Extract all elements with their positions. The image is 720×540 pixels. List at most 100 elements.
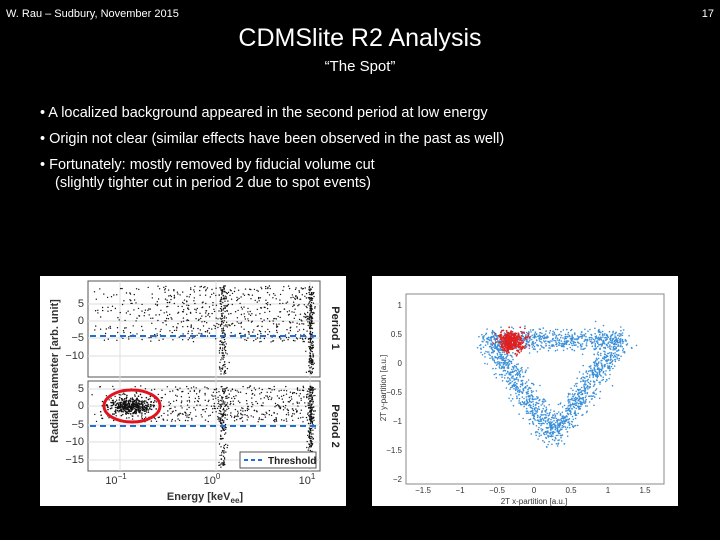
event-point bbox=[225, 298, 227, 300]
spot-events bbox=[492, 326, 531, 357]
event-point bbox=[309, 432, 311, 435]
event-point bbox=[617, 344, 620, 347]
event-point bbox=[542, 407, 544, 410]
spot-event-point bbox=[499, 334, 501, 336]
event-point bbox=[151, 297, 153, 299]
event-point bbox=[293, 317, 295, 319]
event-point bbox=[228, 361, 230, 364]
spot-event-point bbox=[123, 398, 126, 400]
event-point bbox=[308, 287, 310, 289]
event-point bbox=[130, 302, 132, 305]
event-point bbox=[262, 402, 264, 404]
event-point bbox=[573, 394, 576, 396]
event-point bbox=[534, 348, 536, 350]
event-point bbox=[578, 371, 581, 373]
event-point bbox=[160, 328, 162, 331]
event-point bbox=[259, 313, 261, 315]
event-point bbox=[525, 412, 528, 415]
event-point bbox=[582, 364, 584, 367]
event-point bbox=[260, 286, 262, 288]
event-point bbox=[546, 422, 548, 425]
event-point bbox=[233, 420, 236, 422]
event-point bbox=[203, 286, 205, 289]
event-point bbox=[110, 309, 112, 312]
event-point bbox=[219, 394, 221, 397]
event-point bbox=[130, 300, 132, 302]
event-point bbox=[134, 394, 136, 396]
event-point bbox=[196, 334, 198, 336]
spot-event-point bbox=[125, 396, 128, 399]
event-point bbox=[299, 412, 301, 414]
event-point bbox=[594, 327, 596, 330]
event-point bbox=[121, 303, 124, 306]
event-point bbox=[514, 369, 517, 372]
event-point bbox=[536, 397, 539, 400]
event-point bbox=[266, 307, 269, 310]
event-point bbox=[616, 350, 618, 352]
event-point bbox=[278, 390, 280, 392]
event-point bbox=[216, 391, 218, 394]
event-point bbox=[303, 323, 305, 325]
event-point bbox=[592, 392, 595, 394]
event-point bbox=[105, 328, 108, 330]
event-point bbox=[307, 321, 309, 323]
event-point bbox=[262, 413, 265, 416]
spot-event-point bbox=[132, 404, 135, 407]
event-point bbox=[591, 369, 593, 371]
event-point bbox=[288, 332, 290, 334]
event-point bbox=[603, 341, 605, 343]
event-point bbox=[566, 348, 568, 350]
event-point bbox=[220, 318, 222, 320]
event-point bbox=[221, 347, 224, 349]
event-point bbox=[164, 288, 167, 290]
event-point bbox=[239, 401, 241, 404]
event-point bbox=[115, 399, 118, 401]
event-point bbox=[571, 404, 573, 406]
event-point bbox=[220, 341, 223, 344]
event-point bbox=[275, 325, 278, 327]
event-point bbox=[219, 367, 221, 369]
spot-event-point bbox=[150, 408, 153, 411]
event-point bbox=[550, 435, 552, 437]
event-point bbox=[540, 344, 542, 347]
event-point bbox=[622, 347, 625, 350]
spot-event-point bbox=[130, 410, 132, 412]
event-point bbox=[562, 345, 564, 348]
event-point bbox=[303, 316, 305, 318]
event-point bbox=[156, 334, 158, 337]
x-tick-label: −1.5 bbox=[415, 486, 431, 495]
event-point bbox=[309, 411, 311, 413]
event-point bbox=[133, 293, 135, 296]
event-point bbox=[557, 439, 559, 442]
event-point bbox=[223, 356, 225, 359]
event-point bbox=[302, 385, 304, 387]
event-point bbox=[586, 391, 589, 394]
event-point bbox=[532, 390, 534, 393]
event-point bbox=[539, 348, 541, 350]
event-point bbox=[504, 360, 506, 362]
event-point bbox=[226, 446, 228, 449]
event-point bbox=[580, 377, 582, 380]
event-point bbox=[99, 288, 101, 290]
event-point bbox=[309, 305, 312, 308]
event-point bbox=[292, 413, 294, 415]
event-point bbox=[535, 434, 537, 437]
event-point bbox=[211, 312, 213, 315]
event-point bbox=[95, 298, 97, 300]
event-point bbox=[500, 362, 503, 364]
event-point bbox=[543, 422, 545, 425]
event-point bbox=[519, 383, 522, 386]
event-point bbox=[197, 395, 200, 398]
event-point bbox=[499, 361, 501, 364]
event-point bbox=[571, 393, 574, 395]
event-point bbox=[539, 422, 541, 425]
event-point bbox=[525, 410, 528, 412]
event-point bbox=[218, 323, 220, 326]
event-point bbox=[258, 330, 261, 332]
event-point bbox=[212, 398, 214, 400]
event-point bbox=[314, 388, 316, 390]
event-point bbox=[209, 316, 211, 318]
spot-event-point bbox=[519, 339, 522, 341]
event-point bbox=[167, 414, 169, 416]
event-point bbox=[222, 403, 224, 405]
